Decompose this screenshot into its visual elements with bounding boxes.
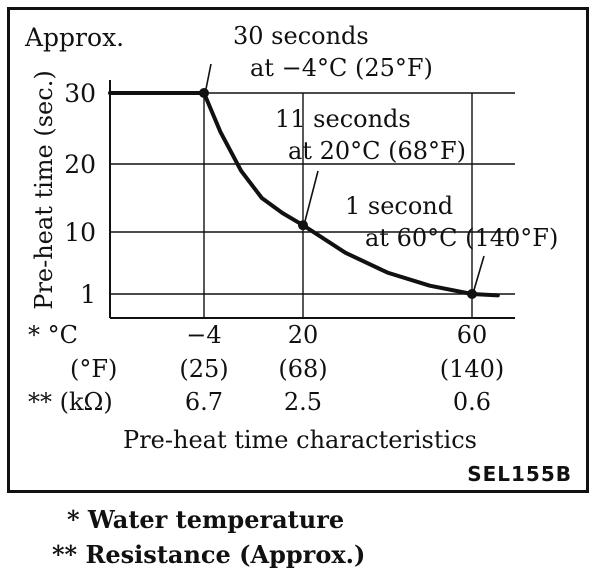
data-point-1	[298, 220, 308, 231]
y-tick-label-30: 30	[64, 79, 96, 108]
corner-label: Approx.	[24, 23, 124, 52]
chart-frame	[7, 7, 589, 493]
data-point-2	[467, 289, 477, 299]
footnote-water-temperature: * Water temperature	[67, 505, 345, 534]
y-axis-label: Pre-heat time (sec.)	[30, 70, 58, 309]
footnote-resistance: ** Resistance (Approx.)	[52, 540, 366, 569]
annotation-line1-0: 30 seconds	[233, 22, 369, 50]
row-0-value-1: 20	[288, 321, 319, 349]
data-point-0	[199, 88, 209, 98]
annotation-line2-1: at 20°C (68°F)	[288, 137, 466, 165]
chart-title: Pre-heat time characteristics	[123, 426, 477, 454]
temperature-rows: * °C −4 20 60 (°F) (25) (68) (140) ** (kΩ) 6.7 2.5…	[28, 321, 504, 416]
annotations: 30 seconds at −4°C (25°F) 11 seconds at 20°…	[199, 22, 558, 299]
row-2-value-1: 2.5	[284, 388, 322, 416]
row-0-value-0: −4	[186, 321, 221, 349]
y-tick-label-1: 1	[80, 280, 96, 309]
row-1-value-2: (140)	[440, 355, 505, 383]
annotation-leader-0	[205, 63, 212, 90]
annotation-leader-2	[473, 255, 485, 291]
annotation-line1-1: 11 seconds	[275, 105, 411, 133]
series-line	[108, 91, 500, 298]
annotation-line2-0: at −4°C (25°F)	[250, 54, 433, 82]
y-tick-labels: 1 10 20 30	[64, 79, 96, 309]
y-tick-label-20: 20	[64, 150, 96, 179]
row-label-1: (°F)	[70, 355, 117, 383]
row-2-value-2: 0.6	[453, 388, 491, 416]
axes	[109, 80, 515, 319]
annotation-leader-1	[304, 170, 319, 222]
row-1-value-1: (68)	[278, 355, 327, 383]
chart-svg: Approx. Pre-heat time (sec.) 1 10 20 30 30 …	[24, 22, 572, 486]
row-2-value-0: 6.7	[185, 388, 223, 416]
row-label-0: * °C	[28, 321, 78, 349]
row-1-value-0: (25)	[179, 355, 228, 383]
annotation-line1-2: 1 second	[345, 192, 453, 220]
annotation-line2-2: at 60°C (140°F)	[365, 224, 558, 252]
y-tick-label-10: 10	[64, 218, 96, 247]
row-0-value-2: 60	[457, 321, 488, 349]
series-curve	[108, 91, 500, 298]
row-label-2: ** (kΩ)	[28, 388, 113, 416]
figure-code: SEL155B	[467, 462, 572, 486]
